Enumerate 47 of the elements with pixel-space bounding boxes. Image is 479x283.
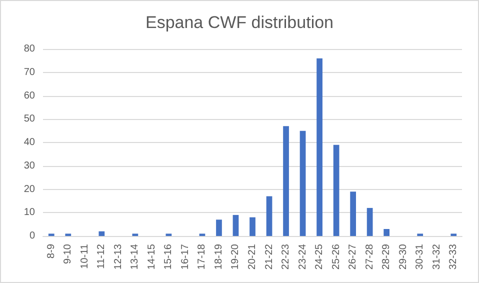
bar [216,220,222,236]
chart-title: Espana CWF distribution [145,13,334,32]
x-tick-label: 23-24 [297,244,308,270]
y-tick-label: 30 [24,160,36,172]
y-tick-label: 20 [24,184,36,195]
x-tick-label: 21-22 [264,244,275,270]
x-tick-label: 11-12 [96,244,108,269]
bar [232,214,239,236]
x-tick-label: 14-15 [146,244,158,270]
x-tick-label: 13-14 [130,244,141,270]
x-tick-label: 31-32 [431,244,442,270]
x-tick-label: 32-33 [448,244,460,270]
bar [250,217,256,236]
x-tick-label: 20-21 [247,244,258,270]
bar [366,208,373,236]
x-tick-label: 25-26 [330,244,342,270]
x-tick-label: 15-16 [163,244,174,270]
x-tick-label: 10-11 [79,244,90,269]
bar [333,144,340,236]
bar [283,126,289,236]
x-tick-label: 8-9 [46,244,57,258]
y-tick-label: 70 [24,66,36,78]
x-tick-label: 18-19 [213,244,224,270]
y-tick-label: 40 [24,137,36,148]
y-tick-label: 0 [29,230,36,242]
x-tick-label: 30-31 [414,244,426,270]
x-tick-label: 12-13 [112,244,124,270]
x-tick-label: 29-30 [398,244,409,270]
bar [384,228,390,236]
x-tick-label: 22-23 [280,244,292,270]
x-tick-label: 9-10 [62,244,74,264]
x-tick-label: 24-25 [314,244,326,270]
bar [266,196,272,236]
y-tick-label: 80 [24,44,36,54]
x-tick-label: 28-29 [381,244,392,270]
y-tick-label: 10 [24,207,36,218]
bar [98,231,105,236]
x-tick-label: 16-17 [180,244,191,270]
bar [300,130,306,236]
bar [316,58,322,236]
x-tick-label: 17-18 [196,244,208,270]
y-tick-label: 50 [24,114,36,125]
y-tick-label: 60 [24,90,36,102]
x-tick-label: 27-28 [364,244,376,270]
bar [350,192,356,236]
x-tick-label: 19-20 [230,244,242,270]
x-tick-label: 26-27 [348,244,359,270]
